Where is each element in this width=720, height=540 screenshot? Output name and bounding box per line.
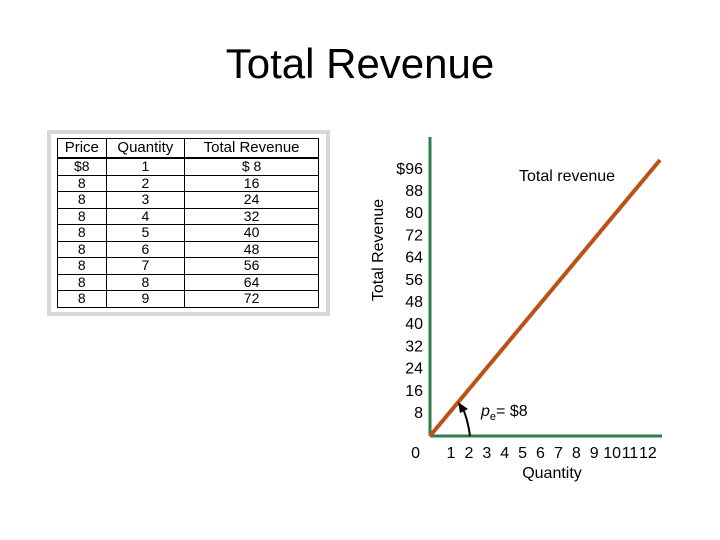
- revenue-table: Price Quantity Total Revenue $8 1 $ 8 8 2 16 8…: [57, 138, 319, 308]
- series-label-total-revenue: Total revenue: [519, 168, 615, 185]
- cell-total-revenue: 40: [184, 224, 319, 241]
- table-row: 8 8 64: [57, 273, 319, 291]
- x-tick-label: 8: [572, 445, 581, 462]
- cell-total-revenue: 32: [184, 207, 319, 225]
- x-tick-label: 12: [639, 445, 657, 462]
- table-row: 8 6 48: [57, 240, 319, 258]
- cell-total-revenue: 64: [184, 273, 319, 291]
- y-tick-label: 56: [405, 272, 423, 289]
- cell-total-revenue: $ 8: [184, 157, 319, 175]
- annotation-arrowhead: [458, 402, 468, 413]
- x-tick-label: 10: [603, 445, 621, 462]
- y-tick-label: 16: [405, 383, 423, 400]
- header-total-revenue: Total Revenue: [184, 138, 319, 158]
- table-row: $8 1 $ 8: [57, 157, 319, 175]
- table-row: 8 3 24: [57, 191, 319, 208]
- x-tick-label: 1: [447, 445, 456, 462]
- y-axis-title: Total Revenue: [370, 199, 387, 301]
- y-tick-label: 80: [405, 205, 423, 222]
- x-axis-title: Quantity: [522, 465, 582, 482]
- y-tick-label: 88: [405, 183, 423, 200]
- x-tick-label: 6: [536, 445, 545, 462]
- x-tick-label: 3: [482, 445, 491, 462]
- x-tick-label: 11: [622, 445, 639, 462]
- page-title: Total Revenue: [225, 40, 495, 87]
- cell-total-revenue: 56: [184, 257, 319, 274]
- cell-total-revenue: 72: [184, 290, 319, 307]
- x-tick-label: 9: [590, 445, 599, 462]
- y-tick-label: 48: [405, 294, 423, 311]
- total-revenue-line: [428, 158, 662, 438]
- y-tick-label: 8: [414, 405, 423, 422]
- x-tick-label: 7: [554, 445, 563, 462]
- annotation-price-value: = $8: [496, 403, 528, 420]
- annotation-subscript-e: e: [490, 411, 496, 423]
- y-tick-label: 64: [405, 250, 423, 267]
- x-tick-label: 5: [518, 445, 527, 462]
- cell-total-revenue: 16: [184, 174, 319, 192]
- y-tick-label: 24: [405, 361, 423, 378]
- price-annotation: pe= $8: [480, 403, 528, 423]
- cell-total-revenue: 48: [184, 240, 319, 258]
- revenue-table-panel: Price Quantity Total Revenue $8 1 $ 8 8 2 16 8…: [47, 130, 330, 316]
- table-row: 8 9 72: [57, 290, 319, 307]
- y-tick-label: $96: [396, 161, 423, 178]
- header-price: Price: [57, 138, 107, 158]
- table-row: 8 2 16: [57, 174, 319, 192]
- cell-total-revenue: 24: [184, 191, 319, 208]
- table-body: $8 1 $ 8 8 2 16 8 3 24 8 4 32 8 5 40 8 6 48 8 7 56 8 8 64 8 9 72: [57, 157, 319, 307]
- table-row: 8 7 56: [57, 257, 319, 274]
- table-row: 8 5 40: [57, 224, 319, 241]
- origin-label: 0: [411, 445, 420, 462]
- y-tick-label: 40: [405, 316, 423, 333]
- table-row: 8 4 32: [57, 207, 319, 225]
- table-header-row: Price Quantity Total Revenue: [57, 138, 319, 158]
- x-tick-labels: 1 2 3 4 5 6 7 8 9 10 11 12: [447, 445, 657, 462]
- y-tick-label: 32: [405, 338, 423, 355]
- x-tick-label: 4: [500, 445, 509, 462]
- y-tick-labels: 8 16 24 32 40 48 56 64 72 80 88 $96: [396, 161, 423, 422]
- y-tick-label: 72: [405, 227, 423, 244]
- cell-price: $8: [57, 157, 107, 175]
- annotation-p: p: [480, 403, 490, 420]
- x-tick-label: 2: [464, 445, 473, 462]
